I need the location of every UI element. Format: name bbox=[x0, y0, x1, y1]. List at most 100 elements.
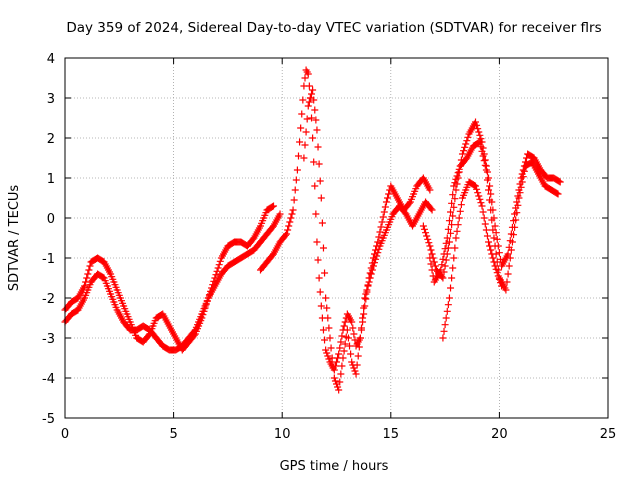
data-point bbox=[369, 262, 377, 270]
data-point bbox=[476, 138, 484, 146]
data-point bbox=[366, 274, 374, 282]
y-tick-label: 2 bbox=[47, 132, 55, 147]
data-point bbox=[289, 206, 297, 214]
data-point bbox=[296, 138, 304, 146]
data-point bbox=[283, 230, 291, 238]
data-point bbox=[315, 160, 323, 168]
data-point bbox=[371, 259, 379, 267]
data-point bbox=[86, 262, 94, 270]
data-point bbox=[355, 343, 363, 351]
data-point bbox=[338, 332, 346, 340]
data-point bbox=[288, 210, 296, 218]
data-point bbox=[480, 214, 488, 222]
data-point bbox=[319, 244, 327, 252]
data-point bbox=[498, 282, 506, 290]
data-point bbox=[379, 213, 387, 221]
data-point bbox=[284, 226, 292, 234]
data-point bbox=[350, 330, 358, 338]
data-point bbox=[213, 267, 221, 275]
series-arc-c bbox=[256, 66, 434, 374]
data-point bbox=[349, 324, 357, 332]
data-point bbox=[463, 137, 471, 145]
data-point bbox=[454, 169, 462, 177]
data-point bbox=[84, 270, 92, 278]
data-point bbox=[303, 115, 311, 123]
data-point bbox=[487, 246, 495, 254]
data-point bbox=[200, 307, 208, 315]
data-point bbox=[380, 208, 388, 216]
data-point bbox=[367, 270, 375, 278]
x-tick-label: 0 bbox=[61, 427, 69, 442]
data-point bbox=[340, 347, 348, 355]
data-point bbox=[344, 334, 352, 342]
data-point bbox=[214, 264, 222, 272]
data-point bbox=[490, 258, 498, 266]
data-point bbox=[474, 189, 482, 197]
data-point bbox=[427, 260, 435, 268]
data-point bbox=[473, 121, 481, 129]
y-tick-label: -5 bbox=[42, 412, 55, 427]
data-point bbox=[441, 262, 449, 270]
data-point bbox=[460, 147, 468, 155]
data-point bbox=[372, 255, 380, 263]
data-point bbox=[374, 249, 382, 257]
data-point bbox=[451, 244, 459, 252]
data-point bbox=[308, 90, 316, 98]
data-point bbox=[454, 221, 462, 229]
data-point bbox=[556, 178, 564, 186]
data-point bbox=[336, 378, 344, 386]
data-point bbox=[318, 219, 326, 227]
data-point bbox=[315, 274, 323, 282]
x-tick-label: 25 bbox=[600, 427, 617, 442]
data-point bbox=[335, 386, 343, 394]
data-point bbox=[439, 274, 447, 282]
data-point bbox=[479, 208, 487, 216]
data-point bbox=[346, 342, 354, 350]
data-point bbox=[202, 301, 210, 309]
data-point bbox=[439, 255, 447, 263]
data-point bbox=[309, 134, 317, 142]
data-point bbox=[305, 98, 313, 106]
data-point bbox=[451, 179, 459, 187]
data-point bbox=[449, 191, 457, 199]
data-point bbox=[474, 125, 482, 133]
plot-frame bbox=[64, 57, 609, 419]
data-point bbox=[437, 266, 445, 274]
data-point bbox=[438, 261, 446, 269]
data-point bbox=[385, 190, 393, 198]
data-point bbox=[285, 222, 293, 230]
x-tick-label: 20 bbox=[491, 427, 508, 442]
data-point bbox=[483, 232, 491, 240]
data-point bbox=[363, 286, 371, 294]
data-point bbox=[333, 358, 340, 366]
series-arc-f bbox=[426, 138, 562, 294]
data-point bbox=[442, 239, 450, 247]
data-point bbox=[300, 154, 308, 162]
data-point bbox=[553, 189, 561, 197]
data-point bbox=[447, 208, 455, 216]
data-point bbox=[190, 331, 198, 339]
data-point bbox=[428, 206, 436, 214]
series-arc-b bbox=[61, 202, 278, 354]
data-point bbox=[426, 242, 434, 250]
data-point bbox=[512, 216, 520, 224]
data-point bbox=[322, 294, 330, 302]
data-point bbox=[508, 238, 516, 246]
data-point bbox=[489, 226, 497, 234]
data-point bbox=[291, 186, 299, 194]
data-point bbox=[198, 314, 206, 322]
data-point bbox=[316, 177, 324, 185]
data-point bbox=[357, 324, 365, 332]
data-point bbox=[324, 314, 332, 322]
data-point bbox=[516, 189, 524, 197]
data-point bbox=[310, 96, 318, 104]
data-point bbox=[488, 216, 496, 224]
data-point bbox=[373, 252, 381, 260]
data-point bbox=[216, 257, 224, 265]
data-point bbox=[312, 210, 320, 218]
data-point bbox=[492, 265, 500, 273]
y-tick-label: -1 bbox=[42, 252, 55, 267]
data-point bbox=[520, 167, 528, 175]
data-point bbox=[513, 198, 521, 206]
